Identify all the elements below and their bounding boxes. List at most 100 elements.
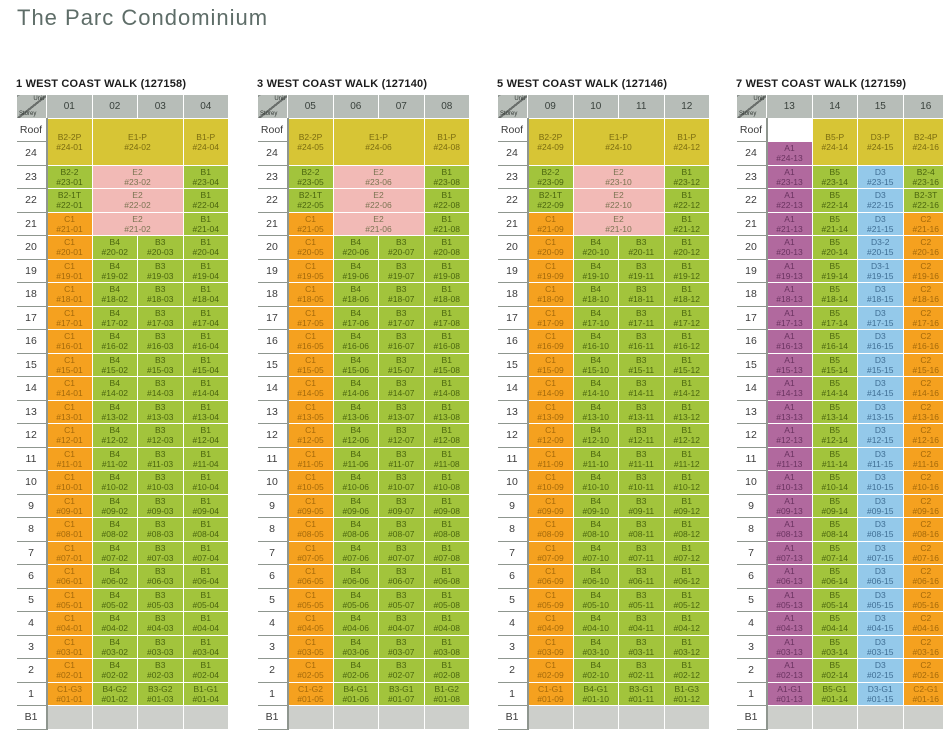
unit-cell: B3#10-03 [138, 471, 184, 495]
unit-number: #12-12 [665, 435, 710, 445]
unit-column-header: 14 [812, 95, 858, 119]
unit-number: #02-14 [813, 670, 858, 680]
unit-number: #10-09 [529, 482, 573, 492]
unit-number: #15-03 [138, 365, 183, 375]
storey-label: 12 [258, 424, 288, 448]
unit-cell: B2-3T#22-16 [903, 189, 943, 213]
unit-cell: D3-P#24-15 [858, 118, 904, 165]
unit-type: B5 [813, 308, 858, 318]
unit-number: #19-12 [665, 271, 710, 281]
unit-cell: B5#03-14 [812, 635, 858, 659]
storey-label: 8 [498, 518, 528, 542]
unit-type: C1-G2 [289, 684, 333, 694]
unit-cell: B4#05-10 [573, 588, 619, 612]
unit-cell: B4#05-02 [92, 588, 138, 612]
unit-cell: B1#17-12 [664, 306, 710, 330]
storey-label: 1 [498, 682, 528, 706]
storey-label: 17 [498, 306, 528, 330]
unit-cell: C2#11-16 [903, 447, 943, 471]
unit-cell: B1#14-08 [424, 377, 470, 401]
unit-type: B4 [574, 284, 619, 294]
unit-type: B2-1T [529, 190, 573, 200]
unit-type: C1 [529, 331, 573, 341]
unit-type: B1 [425, 167, 470, 177]
unit-cell: B5#14-14 [812, 377, 858, 401]
unit-cell: B3#09-03 [138, 494, 184, 518]
unit-number: #11-10 [574, 459, 619, 469]
storey-label: 20 [498, 236, 528, 260]
unit-cell: C1#19-09 [528, 259, 574, 283]
unit-cell: E1-P#24-02 [92, 118, 183, 165]
unit-cell: B3#18-07 [379, 283, 425, 307]
unit-number: #09-11 [619, 506, 664, 516]
storey-label: 11 [17, 447, 47, 471]
unit-cell: B5#07-14 [812, 541, 858, 565]
unit-type: C1 [289, 613, 333, 623]
unit-type: E2 [334, 214, 424, 224]
unit-number: #18-08 [425, 294, 470, 304]
unit-number: #04-05 [289, 623, 333, 633]
unit-type: B5 [813, 637, 858, 647]
unit-number: #17-08 [425, 318, 470, 328]
unit-number: #08-10 [574, 529, 619, 539]
unit-number: #09-14 [813, 506, 858, 516]
unit-number: #21-12 [665, 224, 710, 234]
unit-type: B4 [93, 566, 138, 576]
unit-cell: B5#04-14 [812, 612, 858, 636]
unit-number: #04-12 [665, 623, 710, 633]
unit-number: #01-14 [813, 694, 858, 704]
unit-number: #09-03 [138, 506, 183, 516]
unit-type: C1 [289, 284, 333, 294]
unit-cell: B1#20-12 [664, 236, 710, 260]
unit-number: #07-03 [138, 553, 183, 563]
unit-cell: B3#16-11 [619, 330, 665, 354]
unit-cell: C1#07-09 [528, 541, 574, 565]
unit-type: B1-P [665, 132, 710, 142]
unit-cell: B1#10-04 [183, 471, 229, 495]
block-title: 1 WEST COAST WALK (127158) [16, 78, 230, 92]
unit-cell: B4#14-10 [573, 377, 619, 401]
unit-type: B1 [425, 237, 470, 247]
unit-cell: E2#23-02 [92, 165, 183, 189]
storey-label: 6 [737, 565, 767, 589]
unit-type: C1 [289, 590, 333, 600]
unit-type: C1 [289, 425, 333, 435]
unit-type: C1 [529, 660, 573, 670]
unit-number: #05-02 [93, 600, 138, 610]
unit-number: #05-04 [184, 600, 229, 610]
unit-number: #04-16 [904, 623, 943, 633]
unit-cell: C1#07-01 [47, 541, 93, 565]
unit-type: B5 [813, 519, 858, 529]
unit-type: B5 [813, 613, 858, 623]
unit-cell: A1#06-13 [767, 565, 813, 589]
unit-type: B1 [425, 355, 470, 365]
storey-label: B1 [737, 706, 767, 730]
unit-cell: B4#07-06 [333, 541, 379, 565]
unit-cell: B2-4P#24-16 [903, 118, 943, 165]
unit-number: #06-11 [619, 576, 664, 586]
storey-label: B1 [258, 706, 288, 730]
unit-cell: B1#11-08 [424, 447, 470, 471]
unit-cell: B3#06-11 [619, 565, 665, 589]
storey-label: 15 [498, 353, 528, 377]
unit-number: #21-02 [93, 224, 183, 234]
unit-number: #13-16 [904, 412, 943, 422]
unit-number: #20-12 [665, 247, 710, 257]
unit-cell: B4#16-06 [333, 330, 379, 354]
unit-number: #21-05 [289, 224, 333, 234]
unit-number: #15-07 [379, 365, 424, 375]
unit-number: #08-14 [813, 529, 858, 539]
unit-cell: B4#12-10 [573, 424, 619, 448]
unit-number: #02-06 [334, 670, 379, 680]
unit-cell: B4#17-10 [573, 306, 619, 330]
storey-label: 11 [498, 447, 528, 471]
unit-cell: C1#07-05 [288, 541, 334, 565]
unit-type: B2-3T [904, 190, 943, 200]
unit-number: #22-10 [574, 200, 664, 210]
unit-cell: C1#18-09 [528, 283, 574, 307]
unit-number: #20-16 [904, 247, 943, 257]
unit-number: #05-14 [813, 600, 858, 610]
unit-number: #05-11 [619, 600, 664, 610]
unit-type: C1 [48, 496, 92, 506]
